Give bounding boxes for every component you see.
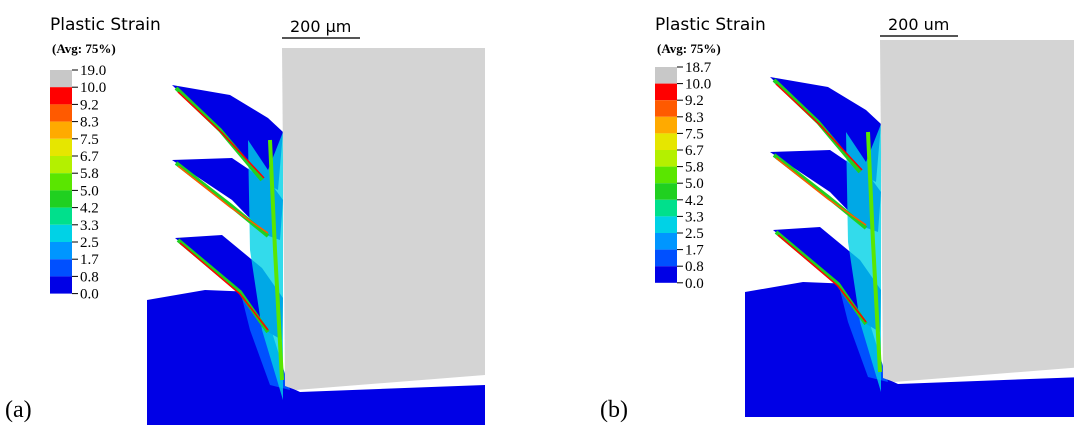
legend-swatch [655, 199, 677, 217]
simulation-image-a [145, 46, 487, 427]
legend-label: 6.7 [685, 143, 704, 159]
legend-label: 3.3 [80, 218, 99, 234]
legend-average: (Avg: 75%) [657, 41, 721, 56]
legend-label: 5.0 [685, 176, 704, 192]
legend-swatch [50, 70, 72, 88]
legend-label: 2.5 [80, 235, 99, 251]
legend-label: 9.2 [685, 93, 704, 109]
legend-label: 5.0 [80, 183, 99, 199]
legend-label: 10.0 [685, 77, 711, 93]
legend-title: Plastic Strain [655, 15, 766, 35]
legend-swatch [655, 150, 677, 167]
legend-label: 6.7 [80, 149, 99, 165]
legend-label: 5.8 [685, 160, 704, 176]
legend-label: 8.3 [685, 110, 704, 126]
legend-swatch [50, 104, 72, 122]
legend-swatch [655, 116, 677, 134]
legend-swatch [50, 242, 72, 260]
legend-label: 9.2 [80, 97, 99, 113]
legend-label: 0.0 [685, 276, 704, 292]
legend-label: 7.5 [80, 132, 99, 148]
legend-swatch [655, 216, 677, 233]
legend-label: 3.3 [685, 209, 704, 225]
legend-label: 2.5 [685, 226, 704, 242]
legend-label: 4.2 [685, 193, 704, 209]
panel-label: (b) [600, 397, 628, 423]
legend-label: 4.2 [80, 201, 99, 217]
legend-swatch [655, 100, 677, 117]
legend-label: 19.0 [80, 63, 106, 79]
panel-label: (a) [5, 397, 32, 423]
legend-swatch [50, 173, 72, 191]
legend-title: Plastic Strain [50, 15, 161, 35]
legend-swatch [50, 87, 72, 105]
scale-bar-label: 200 um [888, 15, 949, 34]
legend-swatch [655, 166, 677, 184]
legend-swatch [655, 133, 677, 150]
simulation-image-b [743, 38, 1074, 419]
legend-label: 0.0 [80, 287, 99, 303]
legend-label: 1.7 [80, 252, 99, 268]
legend-swatch [655, 249, 677, 267]
legend-swatch [655, 233, 677, 250]
legend-swatch [50, 224, 72, 242]
legend-label: 18.7 [685, 60, 712, 76]
legend-swatch [50, 259, 72, 277]
legend-label: 1.7 [685, 243, 704, 259]
legend-average: (Avg: 75%) [52, 41, 116, 56]
legend-swatch [655, 183, 677, 200]
legend-label: 5.8 [80, 166, 99, 182]
legend-swatch [50, 138, 72, 156]
legend-label: 8.3 [80, 115, 99, 131]
legend-label: 0.8 [685, 259, 704, 275]
legend-label: 7.5 [685, 126, 704, 142]
legend-label: 0.8 [80, 269, 99, 285]
legend-swatch [655, 67, 677, 84]
legend-swatch [655, 83, 677, 101]
legend-label: 10.0 [80, 80, 106, 96]
legend-swatch [50, 276, 72, 294]
legend-swatch [50, 156, 72, 174]
legend-swatch [50, 207, 72, 225]
legend-swatch [655, 266, 677, 283]
legend-swatch [50, 121, 72, 139]
scale-bar-label: 200 μm [290, 17, 351, 36]
legend-swatch [50, 190, 72, 208]
